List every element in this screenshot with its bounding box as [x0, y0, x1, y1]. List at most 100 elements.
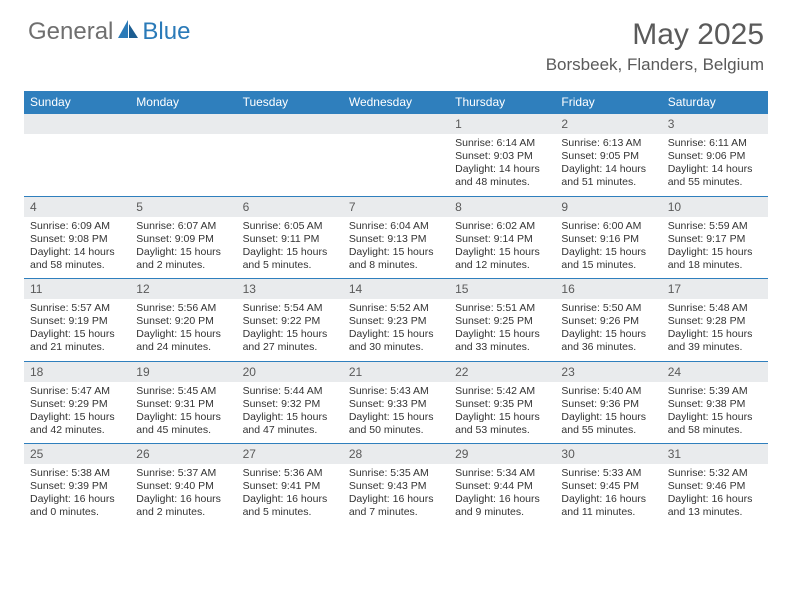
daynum-cell: 23 — [555, 361, 661, 382]
detail-cell: Sunrise: 6:04 AMSunset: 9:13 PMDaylight:… — [343, 217, 449, 279]
daylight-line: Daylight: 15 hours and 47 minutes. — [243, 411, 337, 437]
daylight-line: Daylight: 16 hours and 5 minutes. — [243, 493, 337, 519]
detail-cell: Sunrise: 6:13 AMSunset: 9:05 PMDaylight:… — [555, 134, 661, 196]
daynum-cell: 18 — [24, 361, 130, 382]
logo-text-blue: Blue — [142, 18, 190, 46]
sunset-line: Sunset: 9:13 PM — [349, 233, 443, 246]
dayhead-thu: Thursday — [449, 91, 555, 114]
detail-cell: Sunrise: 5:56 AMSunset: 9:20 PMDaylight:… — [130, 299, 236, 361]
calendar-table: Sunday Monday Tuesday Wednesday Thursday… — [24, 91, 768, 526]
daylight-line: Daylight: 16 hours and 0 minutes. — [30, 493, 124, 519]
daylight-line: Daylight: 15 hours and 12 minutes. — [455, 246, 549, 272]
detail-cell: Sunrise: 5:40 AMSunset: 9:36 PMDaylight:… — [555, 382, 661, 444]
detail-cell: Sunrise: 5:45 AMSunset: 9:31 PMDaylight:… — [130, 382, 236, 444]
daylight-line: Daylight: 15 hours and 8 minutes. — [349, 246, 443, 272]
detail-cell: Sunrise: 6:07 AMSunset: 9:09 PMDaylight:… — [130, 217, 236, 279]
daynum-row: 45678910 — [24, 196, 768, 217]
daylight-line: Daylight: 15 hours and 15 minutes. — [561, 246, 655, 272]
logo-text-general: General — [28, 18, 113, 46]
logo: General Blue — [28, 18, 190, 46]
sunrise-line: Sunrise: 5:59 AM — [668, 220, 762, 233]
sunrise-line: Sunrise: 5:39 AM — [668, 385, 762, 398]
detail-cell: Sunrise: 5:33 AMSunset: 9:45 PMDaylight:… — [555, 464, 661, 526]
detail-cell: Sunrise: 5:38 AMSunset: 9:39 PMDaylight:… — [24, 464, 130, 526]
daylight-line: Daylight: 15 hours and 55 minutes. — [561, 411, 655, 437]
daylight-line: Daylight: 15 hours and 45 minutes. — [136, 411, 230, 437]
month-title: May 2025 — [546, 18, 764, 52]
daynum-cell: 16 — [555, 279, 661, 300]
detail-cell — [130, 134, 236, 196]
daylight-line: Daylight: 14 hours and 51 minutes. — [561, 163, 655, 189]
daylight-line: Daylight: 15 hours and 33 minutes. — [455, 328, 549, 354]
sunrise-line: Sunrise: 5:32 AM — [668, 467, 762, 480]
daynum-cell: 2 — [555, 114, 661, 135]
detail-cell: Sunrise: 6:00 AMSunset: 9:16 PMDaylight:… — [555, 217, 661, 279]
daylight-line: Daylight: 16 hours and 2 minutes. — [136, 493, 230, 519]
sunset-line: Sunset: 9:44 PM — [455, 480, 549, 493]
daynum-cell — [343, 114, 449, 135]
daylight-line: Daylight: 15 hours and 42 minutes. — [30, 411, 124, 437]
sunset-line: Sunset: 9:46 PM — [668, 480, 762, 493]
daynum-cell: 9 — [555, 196, 661, 217]
detail-cell: Sunrise: 6:11 AMSunset: 9:06 PMDaylight:… — [662, 134, 768, 196]
sunrise-line: Sunrise: 5:35 AM — [349, 467, 443, 480]
detail-cell: Sunrise: 5:39 AMSunset: 9:38 PMDaylight:… — [662, 382, 768, 444]
daynum-row: 123 — [24, 114, 768, 135]
daylight-line: Daylight: 15 hours and 24 minutes. — [136, 328, 230, 354]
sunset-line: Sunset: 9:45 PM — [561, 480, 655, 493]
daylight-line: Daylight: 16 hours and 13 minutes. — [668, 493, 762, 519]
sunset-line: Sunset: 9:39 PM — [30, 480, 124, 493]
daylight-line: Daylight: 16 hours and 7 minutes. — [349, 493, 443, 519]
daylight-line: Daylight: 15 hours and 36 minutes. — [561, 328, 655, 354]
dayhead-wed: Wednesday — [343, 91, 449, 114]
dayhead-sat: Saturday — [662, 91, 768, 114]
sunrise-line: Sunrise: 6:02 AM — [455, 220, 549, 233]
detail-cell: Sunrise: 5:57 AMSunset: 9:19 PMDaylight:… — [24, 299, 130, 361]
detail-cell: Sunrise: 6:09 AMSunset: 9:08 PMDaylight:… — [24, 217, 130, 279]
dayhead-sun: Sunday — [24, 91, 130, 114]
daynum-cell: 3 — [662, 114, 768, 135]
sunrise-line: Sunrise: 5:50 AM — [561, 302, 655, 315]
detail-cell: Sunrise: 6:14 AMSunset: 9:03 PMDaylight:… — [449, 134, 555, 196]
daynum-cell: 29 — [449, 444, 555, 465]
daynum-cell: 5 — [130, 196, 236, 217]
sunset-line: Sunset: 9:41 PM — [243, 480, 337, 493]
sunset-line: Sunset: 9:11 PM — [243, 233, 337, 246]
daylight-line: Daylight: 15 hours and 39 minutes. — [668, 328, 762, 354]
daynum-cell — [130, 114, 236, 135]
sunrise-line: Sunrise: 5:47 AM — [30, 385, 124, 398]
detail-cell: Sunrise: 5:37 AMSunset: 9:40 PMDaylight:… — [130, 464, 236, 526]
sunrise-line: Sunrise: 5:48 AM — [668, 302, 762, 315]
daynum-cell: 21 — [343, 361, 449, 382]
detail-cell: Sunrise: 5:36 AMSunset: 9:41 PMDaylight:… — [237, 464, 343, 526]
detail-cell: Sunrise: 5:47 AMSunset: 9:29 PMDaylight:… — [24, 382, 130, 444]
sunrise-line: Sunrise: 5:45 AM — [136, 385, 230, 398]
daylight-line: Daylight: 14 hours and 48 minutes. — [455, 163, 549, 189]
detail-cell: Sunrise: 5:32 AMSunset: 9:46 PMDaylight:… — [662, 464, 768, 526]
sunset-line: Sunset: 9:40 PM — [136, 480, 230, 493]
daynum-cell: 19 — [130, 361, 236, 382]
detail-cell: Sunrise: 5:35 AMSunset: 9:43 PMDaylight:… — [343, 464, 449, 526]
sunset-line: Sunset: 9:38 PM — [668, 398, 762, 411]
sunset-line: Sunset: 9:22 PM — [243, 315, 337, 328]
sunrise-line: Sunrise: 6:14 AM — [455, 137, 549, 150]
sunset-line: Sunset: 9:03 PM — [455, 150, 549, 163]
sunset-line: Sunset: 9:32 PM — [243, 398, 337, 411]
detail-cell: Sunrise: 5:44 AMSunset: 9:32 PMDaylight:… — [237, 382, 343, 444]
daynum-cell: 28 — [343, 444, 449, 465]
sunrise-line: Sunrise: 6:07 AM — [136, 220, 230, 233]
sunset-line: Sunset: 9:31 PM — [136, 398, 230, 411]
daynum-cell: 1 — [449, 114, 555, 135]
daynum-cell: 14 — [343, 279, 449, 300]
daylight-line: Daylight: 15 hours and 2 minutes. — [136, 246, 230, 272]
daynum-cell: 12 — [130, 279, 236, 300]
sunrise-line: Sunrise: 5:36 AM — [243, 467, 337, 480]
daynum-cell: 20 — [237, 361, 343, 382]
detail-row: Sunrise: 6:09 AMSunset: 9:08 PMDaylight:… — [24, 217, 768, 279]
daynum-cell: 25 — [24, 444, 130, 465]
day-header-row: Sunday Monday Tuesday Wednesday Thursday… — [24, 91, 768, 114]
daylight-line: Daylight: 15 hours and 50 minutes. — [349, 411, 443, 437]
page-header: General Blue May 2025 Borsbeek, Flanders… — [0, 0, 792, 83]
sunrise-line: Sunrise: 5:57 AM — [30, 302, 124, 315]
sunset-line: Sunset: 9:14 PM — [455, 233, 549, 246]
